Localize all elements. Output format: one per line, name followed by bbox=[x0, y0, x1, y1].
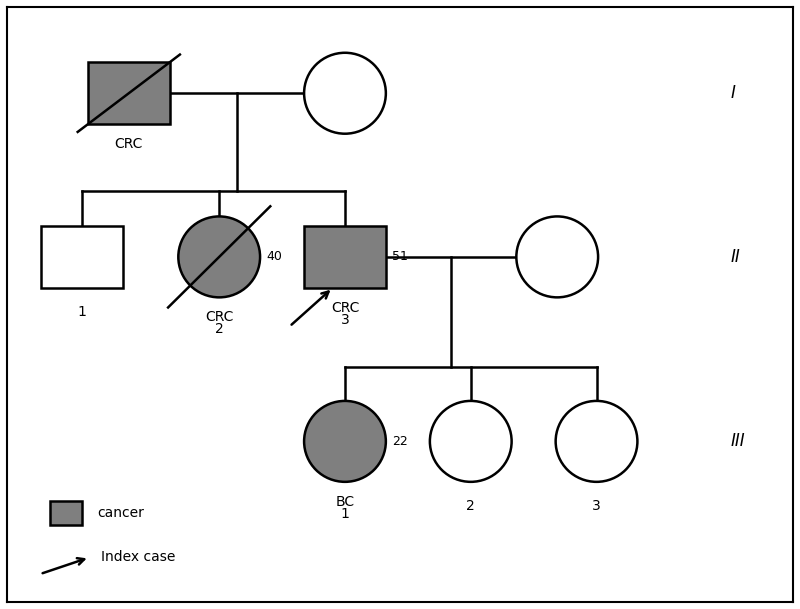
Text: 22: 22 bbox=[392, 435, 408, 448]
Text: cancer: cancer bbox=[98, 506, 144, 520]
Text: I: I bbox=[730, 84, 735, 102]
Bar bbox=[304, 226, 386, 288]
Ellipse shape bbox=[556, 401, 638, 482]
Bar bbox=[50, 501, 82, 525]
Text: CRC: CRC bbox=[330, 301, 359, 315]
Ellipse shape bbox=[304, 53, 386, 134]
Text: III: III bbox=[730, 432, 745, 451]
Text: BC: BC bbox=[335, 495, 354, 509]
Bar bbox=[88, 62, 170, 124]
Ellipse shape bbox=[178, 216, 260, 297]
Text: CRC: CRC bbox=[114, 137, 143, 151]
Text: CRC: CRC bbox=[205, 311, 234, 325]
Ellipse shape bbox=[304, 401, 386, 482]
Text: 1: 1 bbox=[341, 507, 350, 521]
Ellipse shape bbox=[516, 216, 598, 297]
Text: Index case: Index case bbox=[102, 551, 176, 565]
Text: 3: 3 bbox=[592, 499, 601, 513]
Text: 1: 1 bbox=[77, 304, 86, 319]
Text: II: II bbox=[730, 248, 740, 266]
Text: 3: 3 bbox=[341, 313, 350, 327]
Text: 40: 40 bbox=[266, 250, 282, 263]
Bar bbox=[41, 226, 122, 288]
Text: 2: 2 bbox=[466, 499, 475, 513]
Ellipse shape bbox=[430, 401, 512, 482]
Text: 51: 51 bbox=[392, 250, 408, 263]
Text: 2: 2 bbox=[215, 322, 223, 336]
